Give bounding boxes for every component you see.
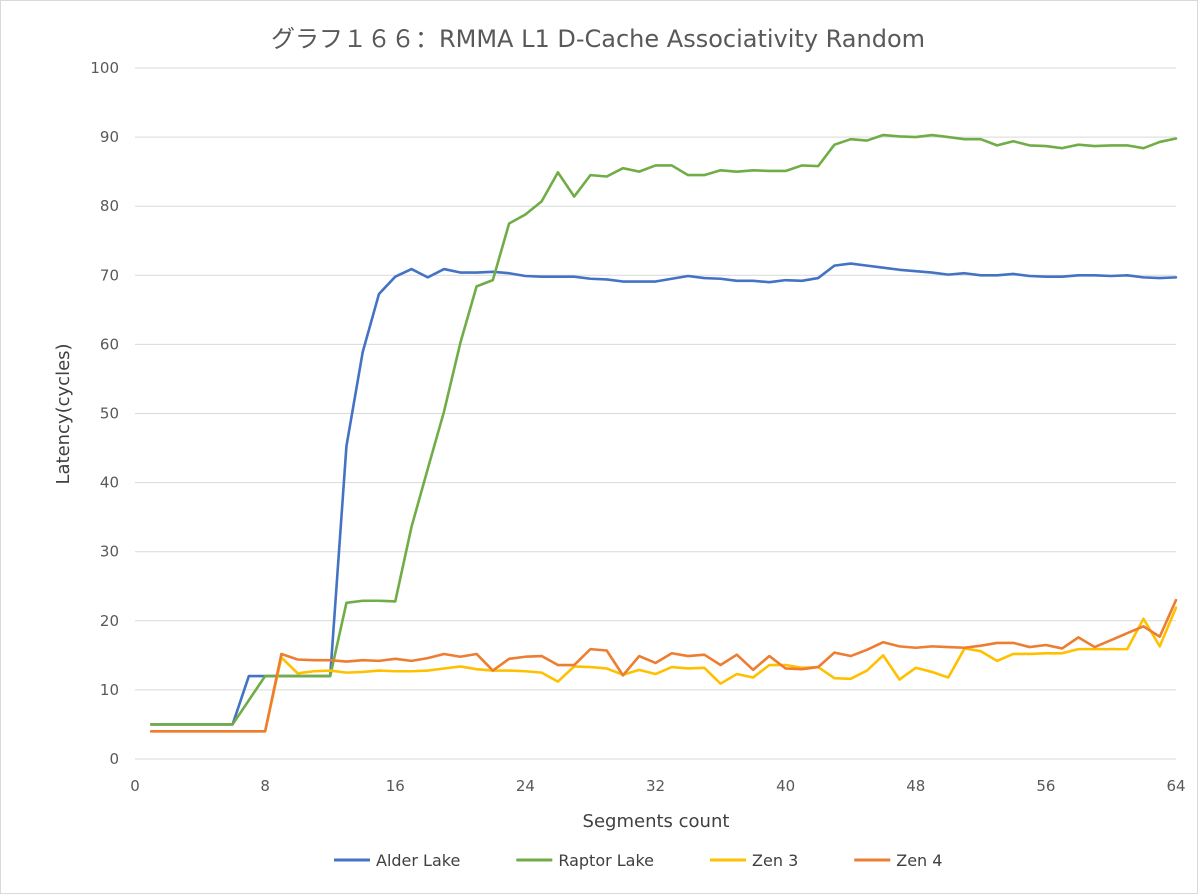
y-axis-title: Latency(cycles) <box>53 343 74 484</box>
series-lines <box>149 133 1178 733</box>
series-line-zen-3 <box>149 606 1178 733</box>
legend-label-zen-3: Zen 3 <box>752 851 798 870</box>
x-tick-label: 0 <box>130 777 140 795</box>
y-tick-label: 100 <box>90 59 119 77</box>
y-tick-label: 50 <box>100 405 119 423</box>
x-tick-label: 40 <box>776 777 795 795</box>
series-line-zen-4 <box>149 598 1178 733</box>
legend: Alder Lake Raptor Lake Zen 3 Zen 4 <box>334 851 942 870</box>
y-tick-label: 0 <box>109 750 119 768</box>
x-tick-label: 16 <box>386 777 405 795</box>
y-tick-label: 10 <box>100 681 119 699</box>
y-tick-label: 70 <box>100 266 119 284</box>
x-tick-label: 48 <box>906 777 925 795</box>
gridlines <box>135 67 1176 760</box>
x-tick-label: 8 <box>260 777 270 795</box>
y-tick-label: 40 <box>100 474 119 492</box>
chart-title: グラフ１６６：RMMA L1 D-Cache Associativity Ran… <box>271 25 925 53</box>
y-axis-ticks: 0 10 20 30 40 50 60 70 80 90 100 <box>90 59 119 768</box>
legend-label-zen-4: Zen 4 <box>896 851 942 870</box>
y-tick-label: 80 <box>100 197 119 215</box>
y-tick-label: 20 <box>100 612 119 630</box>
legend-label-raptor-lake: Raptor Lake <box>558 851 654 870</box>
x-tick-label: 24 <box>516 777 535 795</box>
y-tick-label: 30 <box>100 543 119 561</box>
x-axis-ticks: 0 8 16 24 32 40 48 56 64 <box>130 777 1185 795</box>
y-tick-label: 60 <box>100 335 119 353</box>
series-line-alder-lake <box>149 262 1178 726</box>
x-axis-title: Segments count <box>583 811 730 832</box>
x-tick-label: 32 <box>646 777 665 795</box>
x-tick-label: 56 <box>1036 777 1055 795</box>
y-tick-label: 90 <box>100 128 119 146</box>
x-tick-label: 64 <box>1166 777 1185 795</box>
series-line-raptor-lake <box>149 133 1178 726</box>
legend-label-alder-lake: Alder Lake <box>376 851 460 870</box>
